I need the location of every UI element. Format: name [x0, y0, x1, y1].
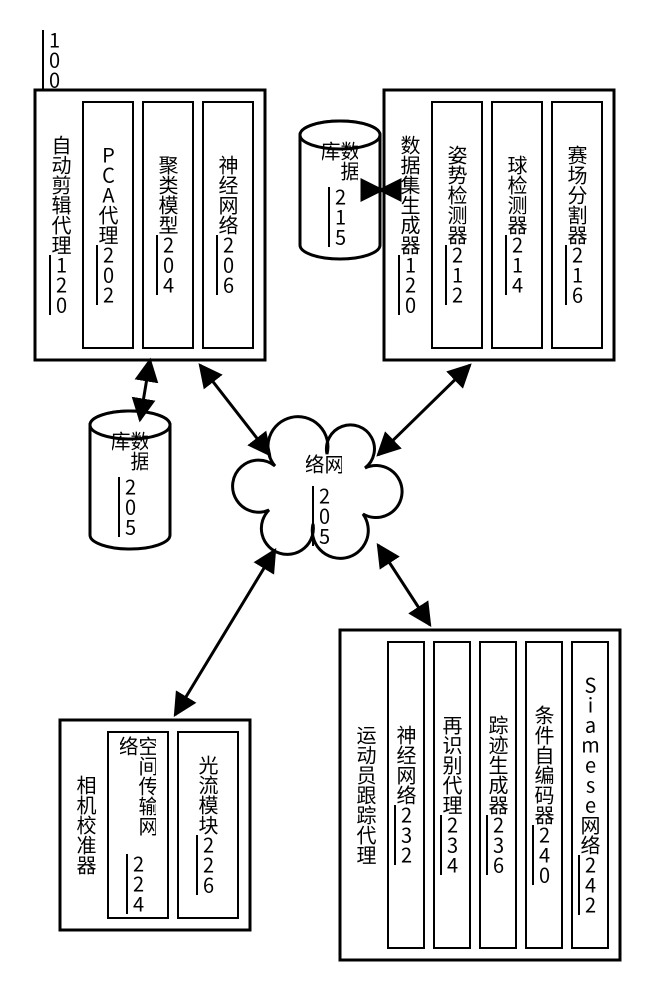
- athlete-tracking-agent-item-3: 条件自编码器 240: [526, 646, 562, 944]
- dataset-generator-item-1: 球检测器 214: [499, 106, 535, 344]
- athlete-tracking-agent-item-0: 神经网络 232: [388, 646, 424, 944]
- athlete-tracking-agent-item-4: Siamese网络 242: [572, 646, 608, 944]
- athlete-tracking-agent-title: 运动员跟踪代理: [348, 638, 384, 952]
- dataset-generator-title: 数据集生成器 120: [392, 98, 428, 352]
- auto-clip-agent-title: 自动剪辑代理 120: [43, 98, 79, 352]
- camera-calibrator-item-1: 光流模块 226: [190, 736, 226, 914]
- dataset-generator-item-2: 赛场分割器 216: [559, 106, 595, 344]
- athlete-tracking-agent-item-2: 踪迹生成器 236: [480, 646, 516, 944]
- auto-clip-agent-item-1: 聚类模型 204: [150, 106, 186, 344]
- camera-calibrator-item-0: 空间传输网络 224: [120, 736, 156, 914]
- auto-clip-agent-item-2: 神经网络 206: [210, 106, 246, 344]
- cloud-label: 网络 205: [306, 454, 342, 546]
- camera-calibrator-title: 相机校准器: [68, 728, 104, 922]
- dataset-generator-item-0: 姿势检测器 212: [439, 106, 475, 344]
- database-left-label: 数据库 205: [112, 431, 148, 537]
- database-right-label: 数据库 215: [322, 141, 358, 247]
- athlete-tracking-agent-item-1: 再识别代理 234: [434, 646, 470, 944]
- auto-clip-agent-item-0: PCA代理 202: [90, 106, 126, 344]
